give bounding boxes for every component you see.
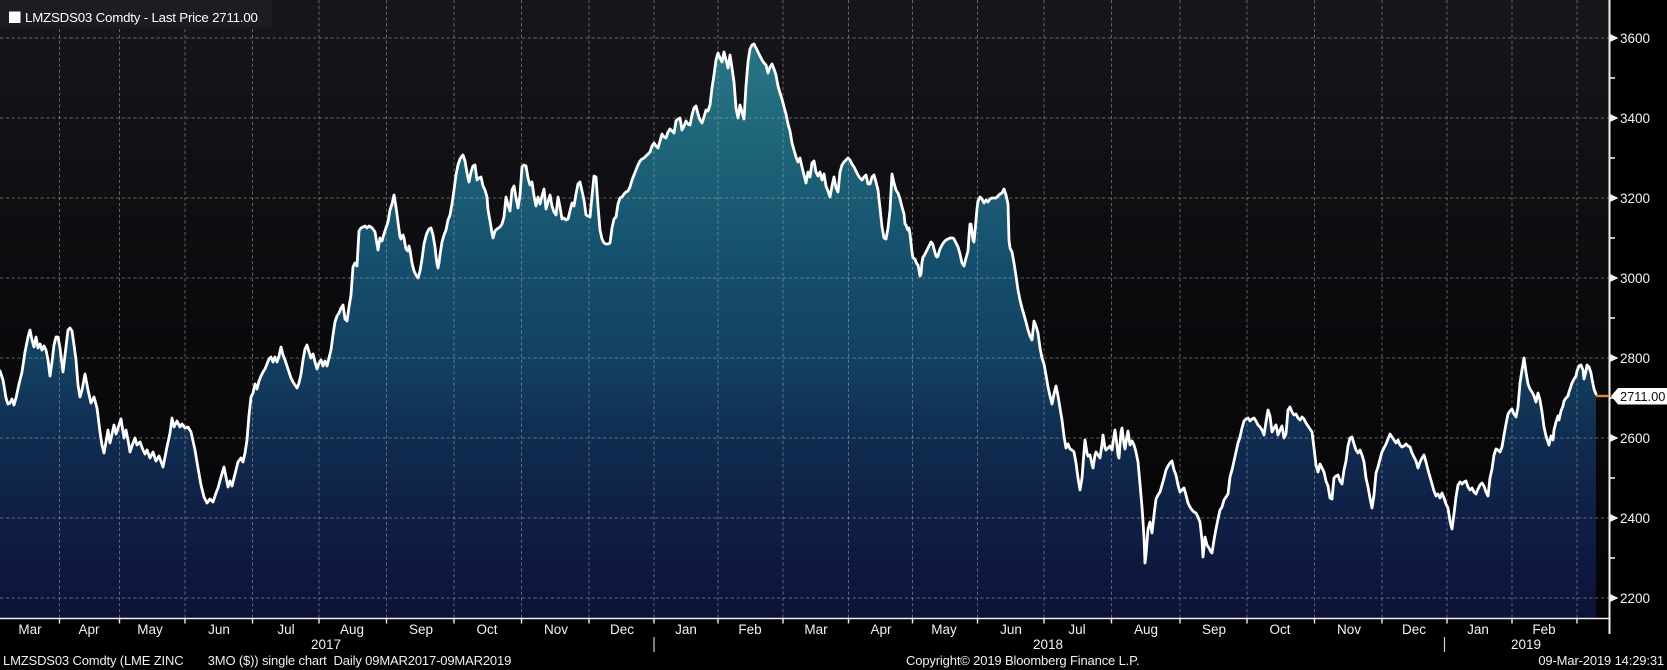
svg-text:Nov: Nov [1337, 622, 1361, 637]
svg-text:3000: 3000 [1620, 271, 1650, 286]
svg-text:LMZSDS03 Comdty - Last Price 2: LMZSDS03 Comdty - Last Price 2711.00 [25, 10, 258, 25]
svg-text:2711.00: 2711.00 [1620, 389, 1665, 404]
svg-text:Dec: Dec [1402, 622, 1426, 637]
svg-text:2800: 2800 [1620, 351, 1650, 366]
svg-text:Jan: Jan [675, 622, 697, 637]
svg-text:Jun: Jun [208, 622, 230, 637]
svg-text:Feb: Feb [738, 622, 761, 637]
svg-text:May: May [137, 622, 163, 637]
svg-text:Sep: Sep [1202, 622, 1226, 637]
svg-text:LMZSDS03 Comdty (LME ZINC: LMZSDS03 Comdty (LME ZINC 3MO ($)) singl… [3, 653, 511, 668]
svg-text:Copyright© 2019 Bloomberg Fina: Copyright© 2019 Bloomberg Finance L.P. [906, 653, 1139, 668]
svg-text:09-Mar-2019 14:29:31: 09-Mar-2019 14:29:31 [1538, 653, 1664, 668]
svg-text:May: May [931, 622, 957, 637]
svg-text:Jun: Jun [1000, 622, 1022, 637]
svg-text:Oct: Oct [476, 622, 497, 637]
svg-text:Apr: Apr [78, 622, 100, 637]
svg-text:2200: 2200 [1620, 591, 1650, 606]
svg-text:Mar: Mar [804, 622, 828, 637]
svg-text:Nov: Nov [544, 622, 568, 637]
svg-text:2019: 2019 [1511, 637, 1541, 652]
svg-text:Feb: Feb [1532, 622, 1555, 637]
svg-text:2400: 2400 [1620, 511, 1650, 526]
svg-text:3400: 3400 [1620, 111, 1650, 126]
svg-text:Sep: Sep [409, 622, 433, 637]
svg-text:Aug: Aug [340, 622, 364, 637]
svg-text:Jan: Jan [1467, 622, 1489, 637]
svg-text:Jul: Jul [277, 622, 294, 637]
svg-text:Oct: Oct [1269, 622, 1290, 637]
svg-text:Mar: Mar [18, 622, 42, 637]
svg-text:Apr: Apr [870, 622, 892, 637]
svg-text:3200: 3200 [1620, 191, 1650, 206]
svg-text:2017: 2017 [311, 637, 341, 652]
svg-text:Aug: Aug [1134, 622, 1158, 637]
svg-text:2600: 2600 [1620, 431, 1650, 446]
svg-text:2018: 2018 [1033, 637, 1063, 652]
svg-text:3600: 3600 [1620, 31, 1650, 46]
svg-text:Jul: Jul [1068, 622, 1085, 637]
svg-text:Dec: Dec [610, 622, 634, 637]
